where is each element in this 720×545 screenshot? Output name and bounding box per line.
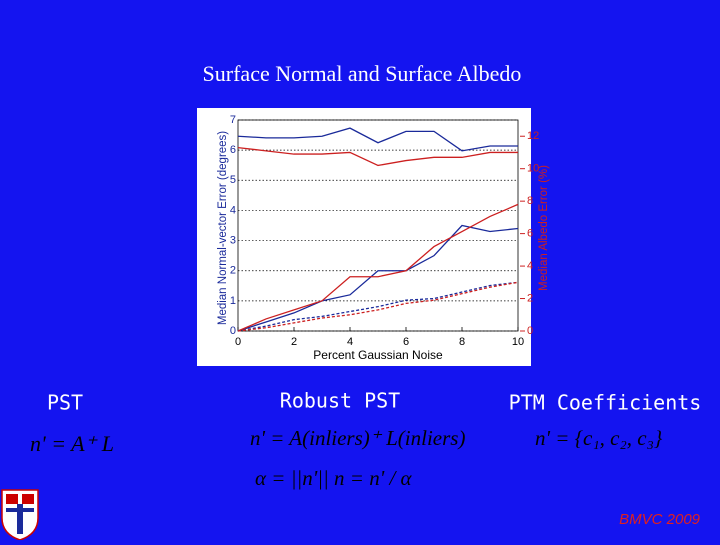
column-label: Robust PST (280, 389, 400, 413)
formula: n' = A⁺ L (30, 431, 114, 456)
y-tick-label: 1 (230, 295, 236, 307)
footer: BMVC 2009 (619, 511, 701, 528)
y-tick-label: 3 (230, 234, 236, 246)
series-line (237, 203, 519, 332)
x-tick-label: 10 (512, 336, 524, 348)
x-tick-label: 8 (459, 336, 465, 348)
y2-tick-label: 6 (527, 228, 533, 240)
y-tick-label: 5 (230, 174, 236, 186)
y-axis-label: Median Normal-vector Error (degrees) (217, 131, 229, 325)
chart-background (197, 108, 531, 366)
y-tick-label: 4 (230, 204, 236, 216)
x-axis-label: Percent Gaussian Noise (313, 348, 443, 362)
formula: n' = A(inliers)⁺ L(inliers) (250, 426, 465, 450)
column-label: PTM Coefficients (509, 391, 702, 415)
x-tick-label: 6 (403, 336, 409, 348)
logo (1, 489, 39, 541)
slide-title: Surface Normal and Surface Albedo (203, 61, 522, 86)
formula: n' = {c₁, c₂, c₃} (535, 426, 663, 450)
y2-tick-label: 10 (527, 163, 539, 175)
series-line (237, 127, 518, 152)
series-line (237, 281, 519, 332)
series-line (237, 146, 518, 167)
y-tick-label: 0 (230, 325, 236, 337)
y2-tick-label: 12 (527, 130, 539, 142)
y-tick-label: 2 (230, 265, 236, 277)
y2-tick-label: 2 (527, 292, 533, 304)
x-tick-label: 0 (235, 336, 241, 348)
y-tick-label: 6 (230, 144, 236, 156)
formula: α = ||n'|| n = n' / α (255, 466, 413, 490)
x-tick-label: 4 (347, 336, 353, 348)
y2-tick-label: 4 (527, 260, 533, 272)
x-tick-label: 2 (291, 336, 297, 348)
y-tick-label: 7 (230, 114, 236, 126)
series-line (237, 224, 519, 332)
y2-tick-label: 0 (527, 325, 533, 337)
y2-tick-label: 8 (527, 195, 533, 207)
y2-axis-label: Median Albedo Error (%) (538, 165, 550, 291)
series-line (237, 281, 519, 332)
column-label: PST (47, 391, 83, 415)
